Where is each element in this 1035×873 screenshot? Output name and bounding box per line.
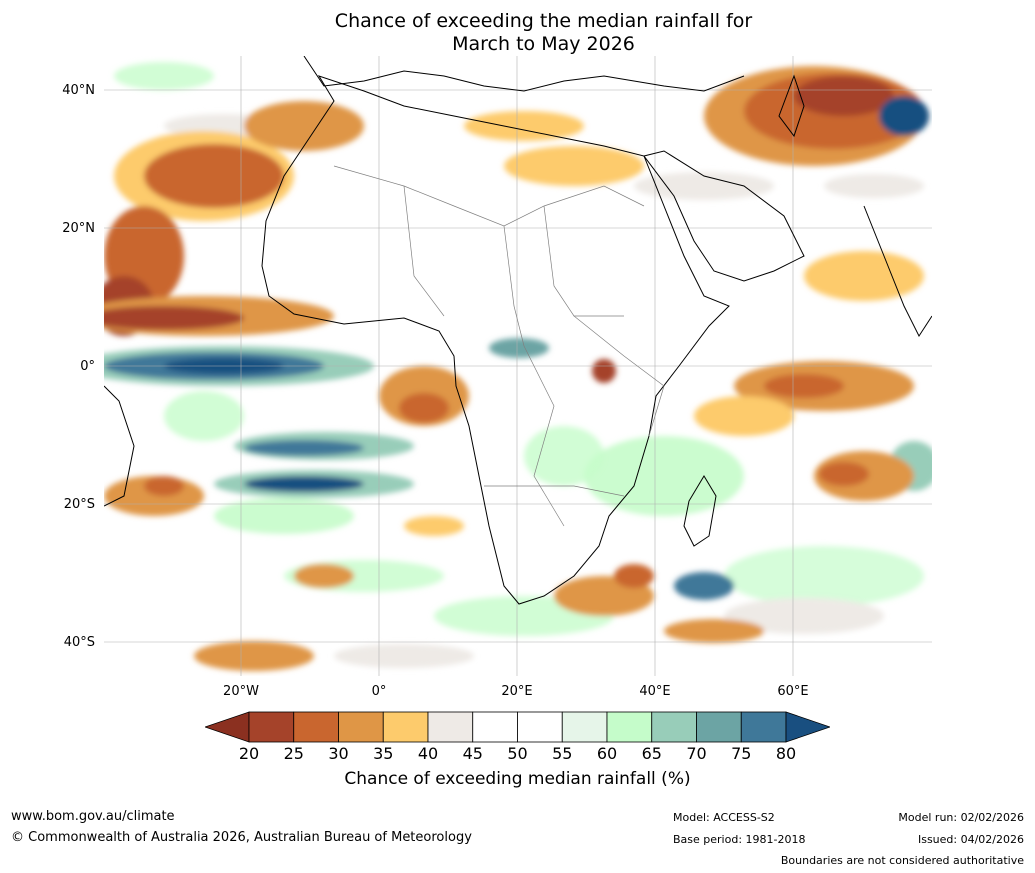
- colorbar-title: Chance of exceeding median rainfall (%): [344, 769, 691, 789]
- colorbar-segment: [696, 711, 742, 743]
- footer-disclaimer: Boundaries are not considered authoritat…: [780, 854, 1024, 867]
- colorbar-segment: [651, 711, 697, 743]
- lon-label-0: 0°: [371, 684, 387, 699]
- colorbar: [205, 711, 830, 743]
- colorbar-segment: [427, 711, 474, 743]
- rainfall-map: [104, 56, 932, 676]
- lat-label-20n: 20°N: [62, 221, 95, 236]
- colorbar-segment: [472, 711, 518, 743]
- colorbar-segment: [517, 711, 563, 743]
- map-canvas: [104, 56, 932, 676]
- colorbar-tick-label: 75: [731, 744, 752, 763]
- colorbar-segment: [561, 711, 608, 743]
- rainfall-field: [104, 62, 932, 671]
- colorbar-tick-label: 65: [641, 744, 662, 763]
- colorbar-segment: [606, 711, 653, 743]
- colorbar-segment: [740, 711, 787, 743]
- title-line-2: March to May 2026: [452, 33, 635, 55]
- colorbar-tick-label: 80: [775, 744, 797, 763]
- lon-label-20e: 20°E: [501, 684, 533, 699]
- footer-model: Model: ACCESS-S2: [673, 811, 775, 824]
- colorbar-segment: [248, 711, 295, 743]
- lon-label-20w: 20°W: [223, 684, 259, 699]
- map-title: Chance of exceeding the median rainfall …: [0, 10, 1035, 56]
- colorbar-tick-label: 20: [238, 744, 260, 763]
- lat-label-40s: 40°S: [63, 635, 95, 650]
- footer-copyright: © Commonwealth of Australia 2026, Austra…: [11, 830, 472, 845]
- colorbar-tick-label: 35: [373, 744, 394, 763]
- colorbar-tick-label: 55: [552, 744, 573, 763]
- colorbar-segment: [382, 711, 429, 743]
- colorbar-tick-label: 45: [462, 744, 483, 763]
- lon-label-40e: 40°E: [639, 684, 671, 699]
- colorbar-tick-label: 25: [283, 744, 304, 763]
- colorbar-segment: [293, 711, 339, 743]
- colorbar-tick-label: 60: [596, 744, 618, 763]
- footer-website: www.bom.gov.au/climate: [11, 809, 175, 824]
- lat-label-20s: 20°S: [63, 497, 95, 512]
- lat-label-0: 0°: [80, 359, 95, 374]
- colorbar-tick-label: 30: [328, 744, 349, 763]
- footer-issued: Issued: 04/02/2026: [917, 833, 1024, 846]
- colorbar-tick-label: 40: [417, 744, 439, 763]
- country-borders: [333, 165, 665, 527]
- colorbar-tick-label: 50: [507, 744, 528, 763]
- footer-model-run: Model run: 02/02/2026: [898, 811, 1024, 824]
- coastlines: [104, 56, 932, 605]
- lat-label-40n: 40°N: [62, 83, 95, 98]
- gridlines: [104, 56, 932, 676]
- colorbar-extend-low: [205, 711, 250, 743]
- footer-base-period: Base period: 1981-2018: [673, 833, 806, 846]
- lon-label-60e: 60°E: [777, 684, 809, 699]
- colorbar-segment: [338, 711, 384, 743]
- title-line-1: Chance of exceeding the median rainfall …: [334, 10, 753, 32]
- colorbar-extend-high: [785, 711, 830, 743]
- colorbar-tick-label: 70: [686, 744, 707, 763]
